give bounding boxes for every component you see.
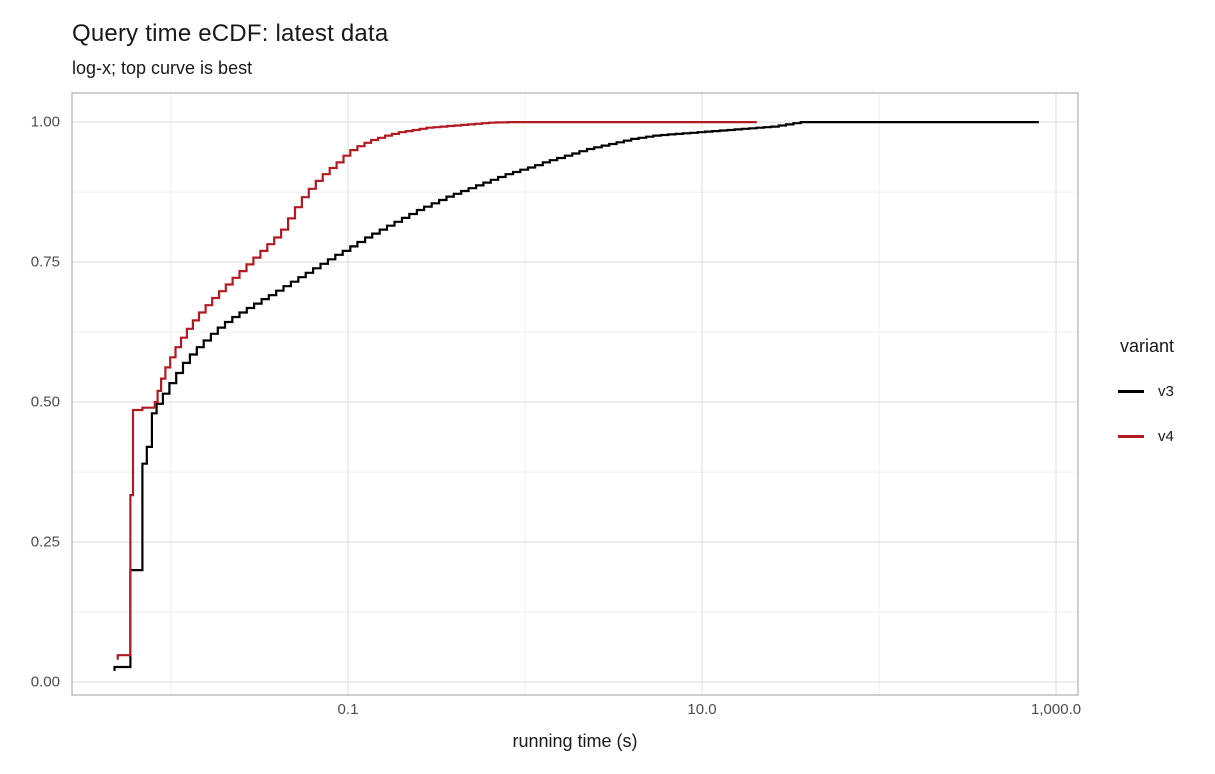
chart-title: Query time eCDF: latest data xyxy=(72,20,389,47)
legend-label: v4 xyxy=(1158,428,1174,445)
x-axis-title: running time (s) xyxy=(512,731,638,751)
panel-border xyxy=(71,92,1079,696)
legend-key-line-v4 xyxy=(1118,435,1144,438)
y-tick-label: 0.50 xyxy=(30,393,60,411)
v4-curve xyxy=(116,121,757,660)
legend-entry-v4: v4 xyxy=(1118,428,1174,445)
y-tick-label: 1.00 xyxy=(30,113,60,131)
legend-title: variant xyxy=(1120,336,1175,356)
chart-subtitle: log-x; top curve is best xyxy=(72,58,253,78)
x-tick-label: 0.1 xyxy=(337,701,359,718)
legend-label: v3 xyxy=(1158,383,1174,400)
legend-entry-v3: v3 xyxy=(1118,383,1174,400)
y-tick-label: 0.75 xyxy=(30,253,60,271)
x-tick-label: 1,000.0 xyxy=(1031,701,1082,718)
x-tick-label: 10.0 xyxy=(687,701,717,718)
legend-key-line-v3 xyxy=(1118,390,1144,393)
legend: variant v3 v4 xyxy=(1118,336,1174,473)
y-tick-label: 0.25 xyxy=(30,533,60,551)
y-tick-label: 0.00 xyxy=(30,673,60,691)
v3-curve xyxy=(113,121,1039,671)
